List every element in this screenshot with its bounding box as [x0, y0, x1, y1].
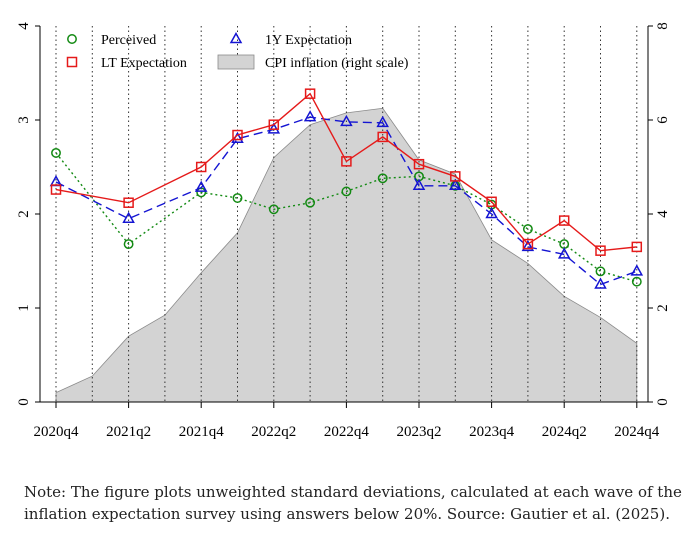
right-tick-label: 6: [655, 116, 671, 124]
right-tick-label: 0: [655, 398, 671, 406]
right-tick-label: 4: [655, 210, 671, 218]
perceived-point: [522, 224, 533, 234]
left-tick-label: 3: [16, 116, 32, 124]
perceived-point: [341, 186, 352, 197]
one-year-expectation-point: [485, 206, 498, 219]
one-year-expectation-point: [194, 180, 208, 192]
one-year-expectation-point: [412, 178, 426, 191]
one-year-expectation-point: [630, 264, 644, 276]
one-year-expectation-point: [449, 178, 462, 191]
x-tick-label: 2021q4: [179, 424, 225, 440]
one-year-expectation-point: [122, 211, 135, 223]
perceived-point: [305, 197, 316, 208]
perceived-point: [595, 266, 606, 277]
one-year-expectation-point: [267, 122, 281, 134]
x-tick-label: 2024q4: [614, 424, 660, 440]
lt-expectation-point: [631, 241, 643, 253]
lt-expectation-point: [232, 129, 243, 141]
left-tick-label: 0: [16, 398, 32, 406]
x-tick-label: 2023q4: [469, 424, 515, 440]
perceived-point: [268, 204, 279, 215]
lt-expectation-point: [486, 196, 497, 208]
legend-label-one-year-expectation: 1Y Expectation: [265, 33, 352, 48]
left-tick-label: 2: [16, 210, 32, 218]
legend-swatch-cpi-inflation: [217, 54, 255, 70]
figure-note: Note: The figure plots unweighted standa…: [24, 483, 682, 523]
one-year-expectation-point: [594, 277, 607, 289]
lt-expectation-point: [195, 161, 207, 173]
perceived-point: [631, 276, 642, 287]
perceived-point: [232, 193, 243, 203]
chart: 0 1 2 3 4 0 2 4 6 8 2020q4 2021q2 2021q4 2022q2 2022q4…: [16, 22, 671, 440]
one-year-expectation-point: [521, 239, 535, 252]
lt-expectation-point: [558, 215, 570, 226]
lt-expectation-point: [304, 88, 316, 99]
one-year-expectation-point: [303, 110, 317, 122]
perceived-point: [377, 173, 388, 184]
lt-expectation-point: [268, 119, 280, 130]
lt-expectation-point: [123, 197, 134, 208]
lt-expectation-point: [50, 184, 62, 195]
one-year-expectation-line: [55, 116, 638, 286]
lt-expectation-point: [522, 238, 534, 250]
axes: 0 1 2 3 4 0 2 4 6 8 2020q4 2021q2 2021q4 2022q2 2022q4…: [16, 22, 671, 440]
x-tick-label: 2024q2: [542, 424, 587, 440]
series-layer: [49, 88, 644, 289]
legend-label-cpi-inflation: CPI inflation (right scale): [265, 56, 409, 71]
right-tick-label: 8: [655, 22, 671, 30]
perceived-point: [123, 239, 134, 250]
one-year-expectation-point: [376, 115, 389, 128]
lt-expectation-point: [450, 171, 461, 182]
left-tick-label: 1: [16, 304, 32, 312]
x-tick-label: 2023q2: [397, 424, 442, 440]
x-tick-label: 2021q2: [106, 424, 151, 440]
x-tick-label: 2022q2: [251, 424, 296, 440]
one-year-expectation-point: [340, 114, 353, 127]
x-tick-label: 2022q4: [324, 424, 370, 440]
legend-label-lt-expectation: LT Expectation: [101, 56, 187, 71]
left-tick-label: 4: [16, 22, 32, 30]
lt-expectation-line: [55, 92, 637, 252]
legend-label-perceived: Perceived: [101, 33, 156, 48]
right-tick-label: 2: [655, 304, 671, 312]
perceived-point: [51, 147, 61, 158]
legend: Perceived 1Y Expectation LT Expectation CPI…: [66, 31, 409, 71]
legend-swatch-perceived: [67, 34, 77, 44]
lt-expectation-point: [595, 245, 606, 256]
x-tick-label: 2020q4: [34, 424, 80, 440]
lt-expectation-point: [377, 131, 388, 143]
legend-swatch-lt-expectation: [66, 56, 78, 68]
legend-swatch-one-year-expectation: [229, 31, 243, 44]
lt-expectation-point: [413, 158, 425, 170]
lt-expectation-point: [341, 156, 352, 167]
one-year-expectation-point: [557, 247, 571, 259]
